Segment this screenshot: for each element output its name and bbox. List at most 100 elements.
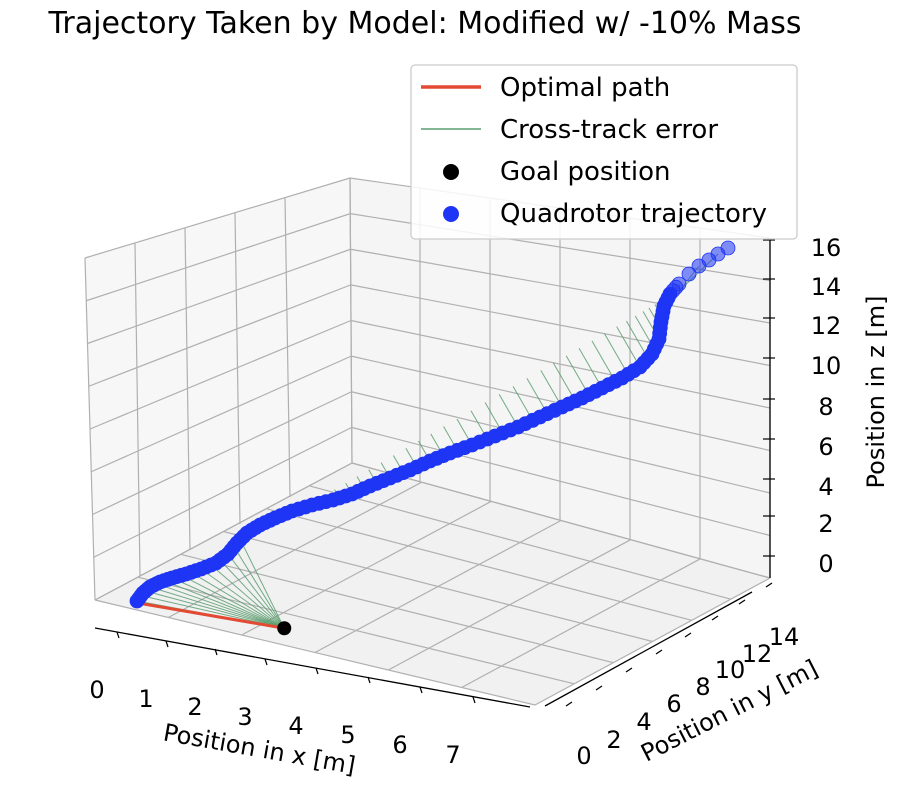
x-tick-mark	[264, 658, 268, 666]
y-tick-label: 14	[769, 623, 800, 651]
cross-track-error-line	[163, 580, 285, 629]
side-wall-pane	[85, 178, 352, 600]
back-wall-horizontal-grid-6	[350, 248, 771, 324]
legend-swatch-trajectory	[443, 206, 459, 222]
optimal-path-line	[137, 601, 285, 630]
trajectory-point	[681, 266, 697, 282]
z-tick-label: 10	[811, 352, 842, 380]
z-tick-label: 6	[818, 433, 833, 461]
cross-track-error-line	[227, 553, 285, 629]
z-tick-label: 2	[818, 510, 833, 538]
y-tick-mark	[684, 632, 692, 638]
x-tick-label: 2	[187, 693, 202, 721]
cross-track-error-line	[604, 333, 629, 375]
y-tick-mark	[765, 582, 773, 588]
z-axis-label: Position in z [m]	[862, 296, 890, 489]
side-wall-horizontal-grid-5	[88, 284, 351, 387]
x-tick-mark	[367, 676, 371, 684]
cross-track-error-line	[578, 348, 603, 389]
side-wall-horizontal-grid-1	[93, 426, 353, 558]
x-tick-label: 3	[237, 703, 252, 731]
z-tick-label: 0	[818, 550, 833, 578]
cross-track-error-line	[239, 539, 285, 629]
cross-track-error-line	[210, 564, 285, 629]
side-wall-horizontal-grid-6	[87, 248, 351, 345]
chart-title: Trajectory Taken by Model: Modified w/ -…	[47, 6, 801, 41]
y-tick-mark	[655, 649, 663, 655]
x-tick-label: 4	[288, 712, 303, 740]
y-tick-mark	[595, 685, 603, 691]
legend-label-goal: Goal position	[500, 157, 670, 187]
x-tick-label: 7	[445, 741, 460, 769]
z-tick-label: 16	[811, 234, 842, 262]
x-tick-mark	[419, 686, 423, 694]
trajectory-point	[720, 240, 736, 256]
floor-grid-x-2	[241, 500, 492, 636]
legend-label-crosstrack: Cross-track error	[500, 115, 718, 145]
goal-position-marker	[277, 621, 292, 636]
y-tick-label: 10	[715, 656, 746, 684]
x-axis-label: Position in x [m]	[161, 718, 357, 779]
y-tick-label: 6	[666, 690, 681, 718]
z-tick-label: 4	[818, 473, 833, 501]
floor-grid-x-6	[534, 577, 771, 706]
axes-lines	[94, 240, 771, 708]
cross-track-error-line	[171, 577, 285, 629]
side-wall-horizontal-grid-2	[92, 391, 352, 516]
cross-track-error-line	[616, 326, 641, 368]
plot-data	[129, 240, 736, 636]
z-tick-label: 12	[811, 312, 842, 340]
floor-grid-x-3	[314, 519, 562, 654]
back-wall-horizontal-grid-4	[350, 319, 771, 409]
quadrotor-trajectory	[129, 240, 736, 609]
y-tick-label: 0	[576, 742, 591, 770]
y-axis-line	[544, 591, 753, 707]
x-tick-mark	[214, 648, 218, 656]
y-tick-label: 4	[636, 708, 651, 736]
floor-grid-x-0	[94, 462, 353, 601]
x-tick-label: 1	[138, 685, 153, 713]
y-tick-label: 2	[606, 726, 621, 754]
cross-track-error-line	[219, 559, 285, 629]
side-wall-horizontal-grid-7	[86, 213, 351, 302]
side-wall-horizontal-grid-4	[89, 319, 352, 430]
y-tick-mark	[625, 667, 633, 673]
cross-track-error-line	[591, 340, 616, 382]
back-wall-horizontal-grid-2	[351, 391, 771, 494]
y-tick-label: 12	[742, 640, 773, 668]
x-tick-label: 5	[340, 721, 355, 749]
x-tick-mark	[165, 640, 169, 648]
x-tick-mark	[116, 631, 120, 639]
x-tick-label: 6	[392, 731, 407, 759]
back-wall-horizontal-grid-5	[350, 284, 771, 367]
z-tick-label: 14	[811, 273, 842, 301]
cross-track-error-line	[190, 571, 285, 629]
cross-track-error-line	[156, 583, 285, 629]
side-wall-horizontal-grid-8	[84, 177, 351, 259]
y-tick-mark	[738, 599, 746, 605]
y-tick-mark	[711, 615, 719, 621]
side-wall-vertical-grid-3	[234, 212, 241, 525]
trajectory-point	[671, 276, 687, 292]
y-tick-mark	[565, 701, 573, 707]
floor-grid-x-5	[461, 558, 701, 689]
cross-track-error-line	[145, 590, 285, 629]
cross-track-error-line	[181, 574, 285, 629]
x-axis-line	[94, 627, 531, 708]
x-tick-label: 0	[89, 676, 104, 704]
floor-grid-x-4	[388, 539, 631, 671]
cross-track-error-line	[149, 586, 285, 629]
legend-box	[410, 64, 798, 240]
legend-label-optimal: Optimal path	[500, 73, 670, 103]
legend-label-trajectory: Quadrotor trajectory	[500, 199, 767, 229]
legend: Optimal path Cross-track error Goal posi…	[410, 64, 798, 240]
z-tick-label: 8	[818, 393, 833, 421]
x-tick-mark	[472, 696, 476, 704]
side-wall-horizontal-grid-3	[91, 355, 352, 473]
cross-track-error-line	[233, 546, 285, 629]
x-tick-mark	[315, 667, 319, 675]
y-tick-label: 8	[695, 673, 710, 701]
legend-swatch-goal	[443, 164, 459, 180]
